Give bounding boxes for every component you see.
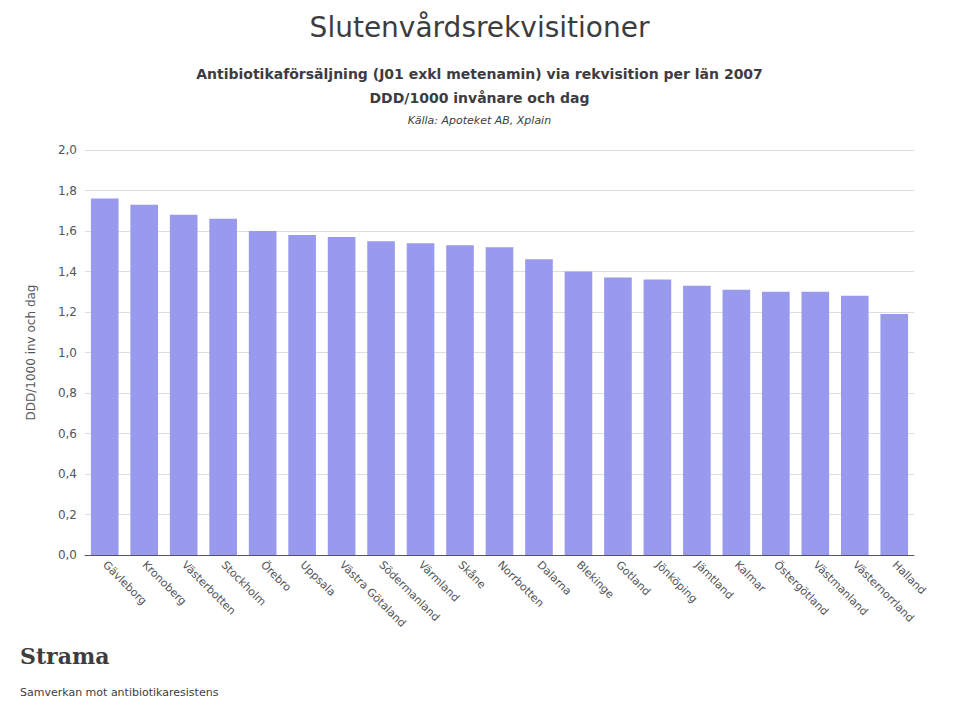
svg-text:Kronoberg: Kronoberg (139, 558, 189, 608)
svg-text:Västmanland: Västmanland (810, 558, 871, 619)
svg-text:Värmland: Värmland (416, 558, 462, 604)
svg-text:0,2: 0,2 (58, 508, 77, 522)
svg-text:Skåne: Skåne (455, 558, 488, 591)
svg-text:DDD/1000 inv och dag: DDD/1000 inv och dag (24, 285, 38, 421)
svg-text:DDD/1000 invånare och dag: DDD/1000 invånare och dag (369, 90, 589, 106)
svg-text:2,0: 2,0 (58, 143, 77, 157)
svg-text:Strama: Strama (20, 643, 109, 669)
svg-text:Slutenvårdsrekvisitioner: Slutenvårdsrekvisitioner (310, 11, 650, 44)
svg-text:1,6: 1,6 (58, 224, 77, 238)
svg-text:Örebro: Örebro (258, 558, 294, 594)
svg-text:Jämtland: Jämtland (692, 558, 736, 602)
svg-text:0,8: 0,8 (58, 386, 77, 400)
svg-text:0,6: 0,6 (58, 427, 77, 441)
svg-text:Blekinge: Blekinge (574, 558, 617, 601)
svg-text:1,8: 1,8 (58, 184, 77, 198)
svg-text:Västerbotten: Västerbotten (179, 558, 239, 618)
svg-text:Jönköping: Jönköping (652, 558, 700, 606)
svg-text:1,2: 1,2 (58, 305, 77, 319)
svg-text:Samverkan mot antibiotikaresis: Samverkan mot antibiotikaresistens (20, 686, 219, 699)
svg-text:Norrbotten: Norrbotten (494, 558, 547, 610)
svg-text:Stockholm: Stockholm (218, 558, 269, 609)
svg-text:Kalmar: Kalmar (732, 558, 769, 595)
svg-text:Dalarna: Dalarna (534, 558, 574, 598)
svg-text:Källa: Apoteket AB, Xplain: Källa: Apoteket AB, Xplain (408, 114, 551, 127)
svg-text:Halland: Halland (890, 558, 929, 597)
svg-text:0,4: 0,4 (58, 467, 77, 481)
svg-text:Gävleborg: Gävleborg (100, 558, 150, 608)
svg-text:1,4: 1,4 (58, 265, 77, 279)
svg-text:Östergötland: Östergötland (771, 558, 831, 619)
svg-text:0,0: 0,0 (58, 548, 77, 562)
svg-text:Gotland: Gotland (613, 558, 653, 598)
svg-text:Uppsala: Uppsala (298, 558, 338, 598)
svg-text:Västra Götaland: Västra Götaland (337, 558, 409, 630)
svg-text:Antibiotikaförsäljning (J01 ex: Antibiotikaförsäljning (J01 exkl metenam… (196, 66, 763, 82)
svg-text:Västernorrland: Västernorrland (850, 558, 917, 625)
svg-text:Södermanland: Södermanland (376, 558, 443, 625)
svg-text:1,0: 1,0 (58, 346, 77, 360)
